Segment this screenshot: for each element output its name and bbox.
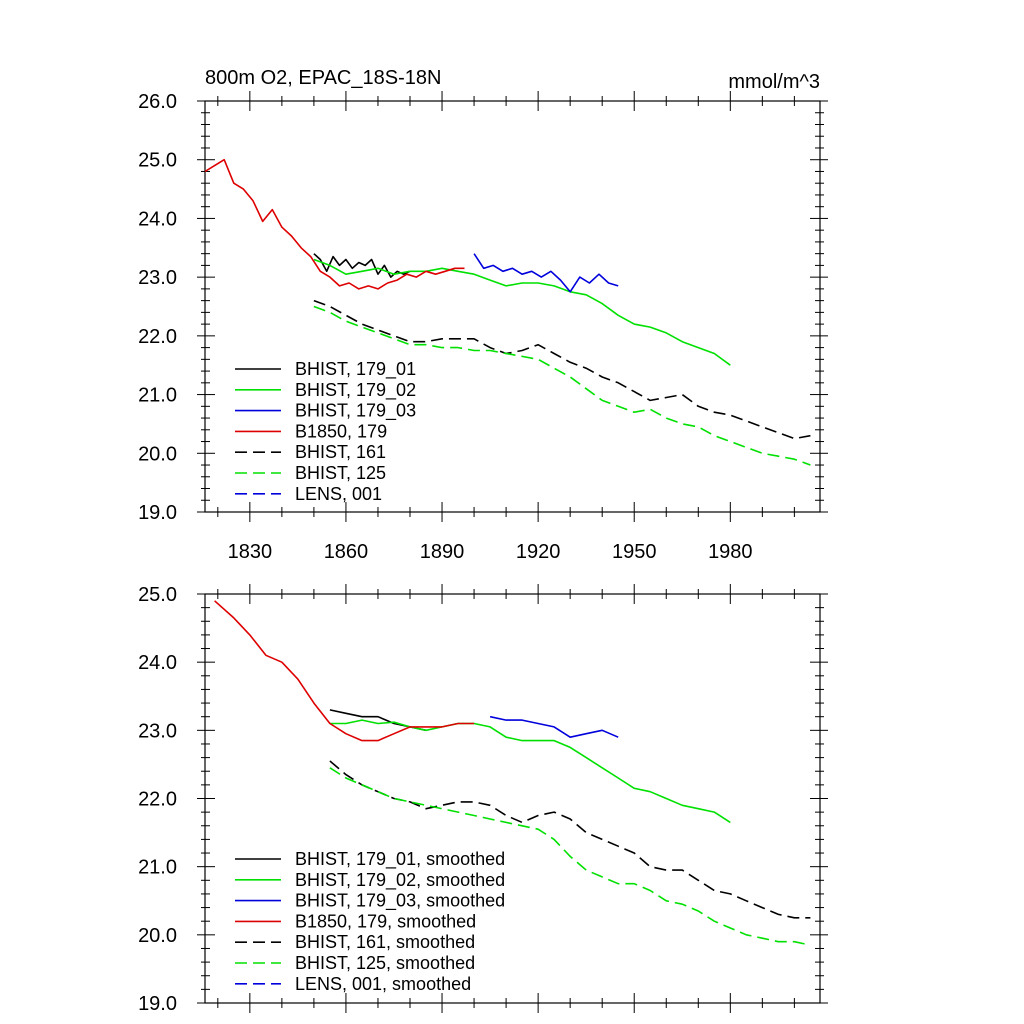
legend-label: LENS, 001, smoothed [295,974,471,994]
legend-label: BHIST, 161, smoothed [295,932,475,952]
y-tick-label: 21.0 [138,857,177,879]
y-tick-label: 23.0 [138,720,177,742]
x-tick-label: 1920 [516,541,561,563]
series-line [204,158,465,290]
legend-label: BHIST, 179_03, smoothed [295,891,505,912]
series-line [473,253,619,293]
legend-label: BHIST, 179_02, smoothed [295,870,505,891]
x-tick-label: 1890 [420,541,465,563]
y-tick-label: 25.0 [138,150,177,172]
top-panel: 800m O2, EPAC_18S-18N mmol/m^3 19.0 20.0 2… [138,67,828,563]
series-line [329,767,811,946]
y-tick-label: 24.0 [138,208,177,230]
x-tick-label: 1950 [612,541,657,563]
legend-label: BHIST, 125 [295,463,386,483]
y-tick-label: 24.0 [138,652,177,674]
y-tick-label: 22.0 [138,326,177,348]
series-line [489,715,619,739]
y-tick-label: 20.0 [138,443,177,465]
bottom-panel: 19.0 20.0 21.0 22.0 23.0 24.0 25.0 BHIST, 179_0… [138,584,828,1015]
series-line [313,258,731,366]
x-tick-label: 1830 [228,541,273,563]
chart-title: 800m O2, EPAC_18S-18N [205,67,441,89]
legend-label: BHIST, 179_01, smoothed [295,849,505,870]
legend-label: B1850, 179 [295,421,387,441]
plot-frame [204,100,821,513]
chart-units: mmol/m^3 [728,71,820,93]
legend-label: BHIST, 179_03 [295,401,416,422]
legend-label: LENS, 001 [295,484,382,504]
series-line [329,760,811,919]
y-tick-label: 26.0 [138,91,177,113]
legend-label: BHIST, 179_02 [295,380,416,401]
x-tick-label: 1980 [708,541,753,563]
y-tick-label: 19.0 [138,502,177,524]
series-line [313,299,811,440]
y-tick-label: 21.0 [138,385,177,407]
y-tick-label: 22.0 [138,789,177,811]
series-line [313,305,811,466]
legend-label: B1850, 179, smoothed [295,911,476,931]
y-tick-label: 23.0 [138,267,177,289]
legend-label: BHIST, 161 [295,442,386,462]
legend-label: BHIST, 125, smoothed [295,953,475,973]
series-line [329,719,731,824]
legend-label: BHIST, 179_01 [295,359,416,380]
y-tick-label: 25.0 [138,584,177,606]
y-tick-label: 19.0 [138,993,177,1015]
y-tick-label: 20.0 [138,925,177,947]
series-line [214,600,475,742]
x-tick-label: 1860 [324,541,369,563]
